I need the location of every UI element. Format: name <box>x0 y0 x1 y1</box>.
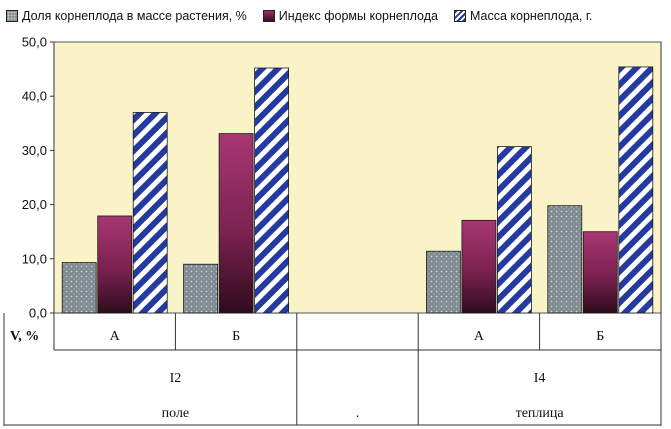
environment-label: теплица <box>516 406 565 421</box>
bar-shape-index-group-4 <box>461 219 497 314</box>
bar-root-mass-group-5 <box>618 66 654 314</box>
bar-shape-index-group-2 <box>218 133 254 314</box>
category-label: Б <box>232 329 240 344</box>
chart-legend: Доля корнеплода в массе растения, % Инде… <box>6 4 668 28</box>
category-label: А <box>474 329 485 344</box>
legend-item-root-share: Доля корнеплода в массе растения, % <box>6 9 247 23</box>
bar-root-share-group-2 <box>183 263 219 314</box>
y-tick-label: 50,0 <box>22 35 47 50</box>
bar-shape-index-group-5 <box>582 231 618 314</box>
bar-root-mass-group-4 <box>496 146 532 314</box>
category-label: Б <box>596 329 604 344</box>
y-axis-label: V, % <box>10 329 39 344</box>
y-tick-label: 30,0 <box>22 143 47 158</box>
bar-root-share-group-1 <box>61 262 97 314</box>
environment-label: поле <box>162 406 190 421</box>
y-tick-label: 10,0 <box>22 251 47 266</box>
legend-label-root-share: Доля корнеплода в массе растения, % <box>22 9 247 23</box>
y-tick-label: 0,0 <box>29 306 47 321</box>
legend-swatch-root-share <box>6 10 18 22</box>
bar-root-share-group-4 <box>425 250 461 314</box>
category-label: A <box>110 329 121 344</box>
bar-root-share-group-5 <box>547 205 583 314</box>
legend-label-shape-index: Индекс формы корнеплода <box>278 9 438 23</box>
environment-label: . <box>356 406 360 421</box>
group-label: I4 <box>534 371 546 386</box>
group-label: I2 <box>170 371 182 386</box>
legend-label-root-mass: Масса корнеплода, г. <box>469 9 593 23</box>
legend-swatch-root-mass <box>453 10 466 22</box>
bar-shape-index-group-1 <box>97 215 133 314</box>
legend-item-shape-index: Индекс формы корнеплода <box>262 9 438 23</box>
bar-root-mass-group-2 <box>254 67 290 314</box>
y-tick-label: 40,0 <box>22 89 47 104</box>
y-tick-label: 20,0 <box>22 197 47 212</box>
legend-item-root-mass: Масса корнеплода, г. <box>453 9 593 23</box>
bar-root-mass-group-1 <box>132 112 168 314</box>
legend-swatch-shape-index <box>262 10 275 22</box>
